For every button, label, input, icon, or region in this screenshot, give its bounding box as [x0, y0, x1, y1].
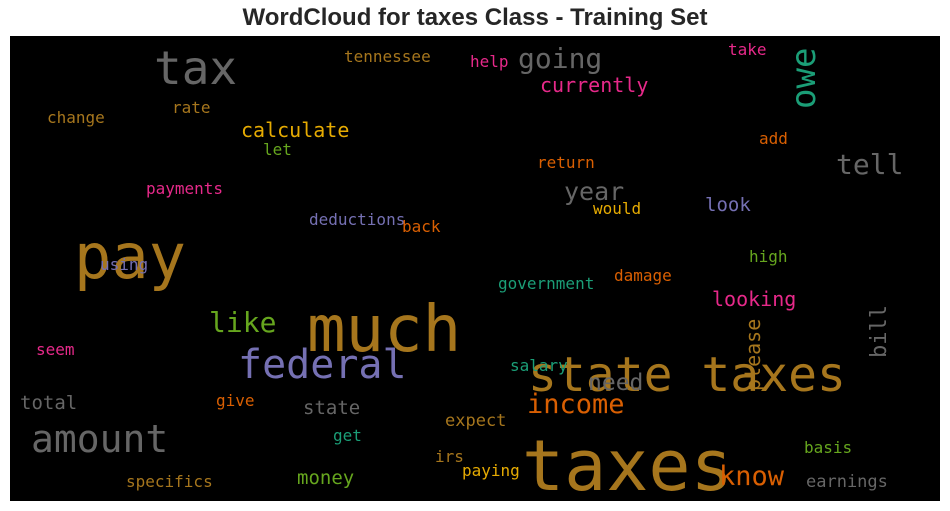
- word-paying: paying: [462, 461, 520, 480]
- word-amount: amount: [31, 417, 168, 461]
- word-cloud: taxes much state taxes pay federal tax amount o…: [10, 36, 940, 501]
- chart-title: WordCloud for taxes Class - Training Set: [242, 4, 708, 31]
- word-tax: tax: [154, 41, 237, 95]
- word-state-taxes: state taxes: [528, 347, 846, 403]
- word-let: let: [263, 140, 292, 159]
- word-bill: bill: [867, 305, 892, 358]
- word-calculate: calculate: [241, 118, 349, 142]
- word-basis: basis: [804, 438, 852, 457]
- word-seem: seem: [36, 340, 75, 359]
- word-deductions: deductions: [309, 210, 405, 229]
- word-give: give: [216, 391, 255, 410]
- word-state: state: [303, 397, 360, 419]
- word-tell: tell: [836, 148, 903, 181]
- cloud-background: [10, 36, 940, 501]
- words-layer: taxes much state taxes pay federal tax amount o…: [20, 40, 903, 501]
- word-need: need: [588, 370, 643, 396]
- word-add: add: [759, 129, 788, 148]
- word-looking: looking: [712, 287, 796, 311]
- word-get: get: [333, 426, 362, 445]
- word-look: look: [705, 194, 751, 216]
- word-federal: federal: [238, 342, 407, 388]
- word-payments: payments: [146, 179, 223, 198]
- word-take: take: [728, 40, 767, 59]
- word-much: much: [307, 293, 461, 367]
- word-specifics: specifics: [126, 472, 213, 491]
- word-using: using: [100, 255, 148, 274]
- word-change: change: [47, 108, 105, 127]
- word-high: high: [749, 247, 788, 266]
- word-salary: salary: [510, 356, 568, 375]
- word-would: would: [593, 199, 641, 218]
- word-like: like: [209, 306, 276, 339]
- word-tennessee: tennessee: [344, 47, 431, 66]
- word-back: back: [402, 217, 441, 236]
- word-help: help: [470, 52, 509, 71]
- word-government: government: [498, 274, 594, 293]
- word-year: year: [564, 177, 624, 206]
- word-owe: owe: [784, 48, 824, 109]
- word-irs: irs: [435, 447, 464, 466]
- word-total: total: [20, 392, 77, 414]
- word-damage: damage: [614, 266, 672, 285]
- word-income: income: [527, 389, 625, 420]
- word-please: please: [741, 319, 765, 391]
- word-rate: rate: [172, 98, 211, 117]
- word-going: going: [518, 42, 602, 75]
- word-pay: pay: [74, 220, 186, 293]
- word-taxes: taxes: [522, 425, 733, 501]
- word-know: know: [719, 461, 785, 492]
- word-money: money: [297, 467, 354, 489]
- word-earnings: earnings: [806, 472, 888, 492]
- word-return: return: [537, 153, 595, 172]
- word-currently: currently: [540, 73, 648, 97]
- word-expect: expect: [445, 411, 506, 431]
